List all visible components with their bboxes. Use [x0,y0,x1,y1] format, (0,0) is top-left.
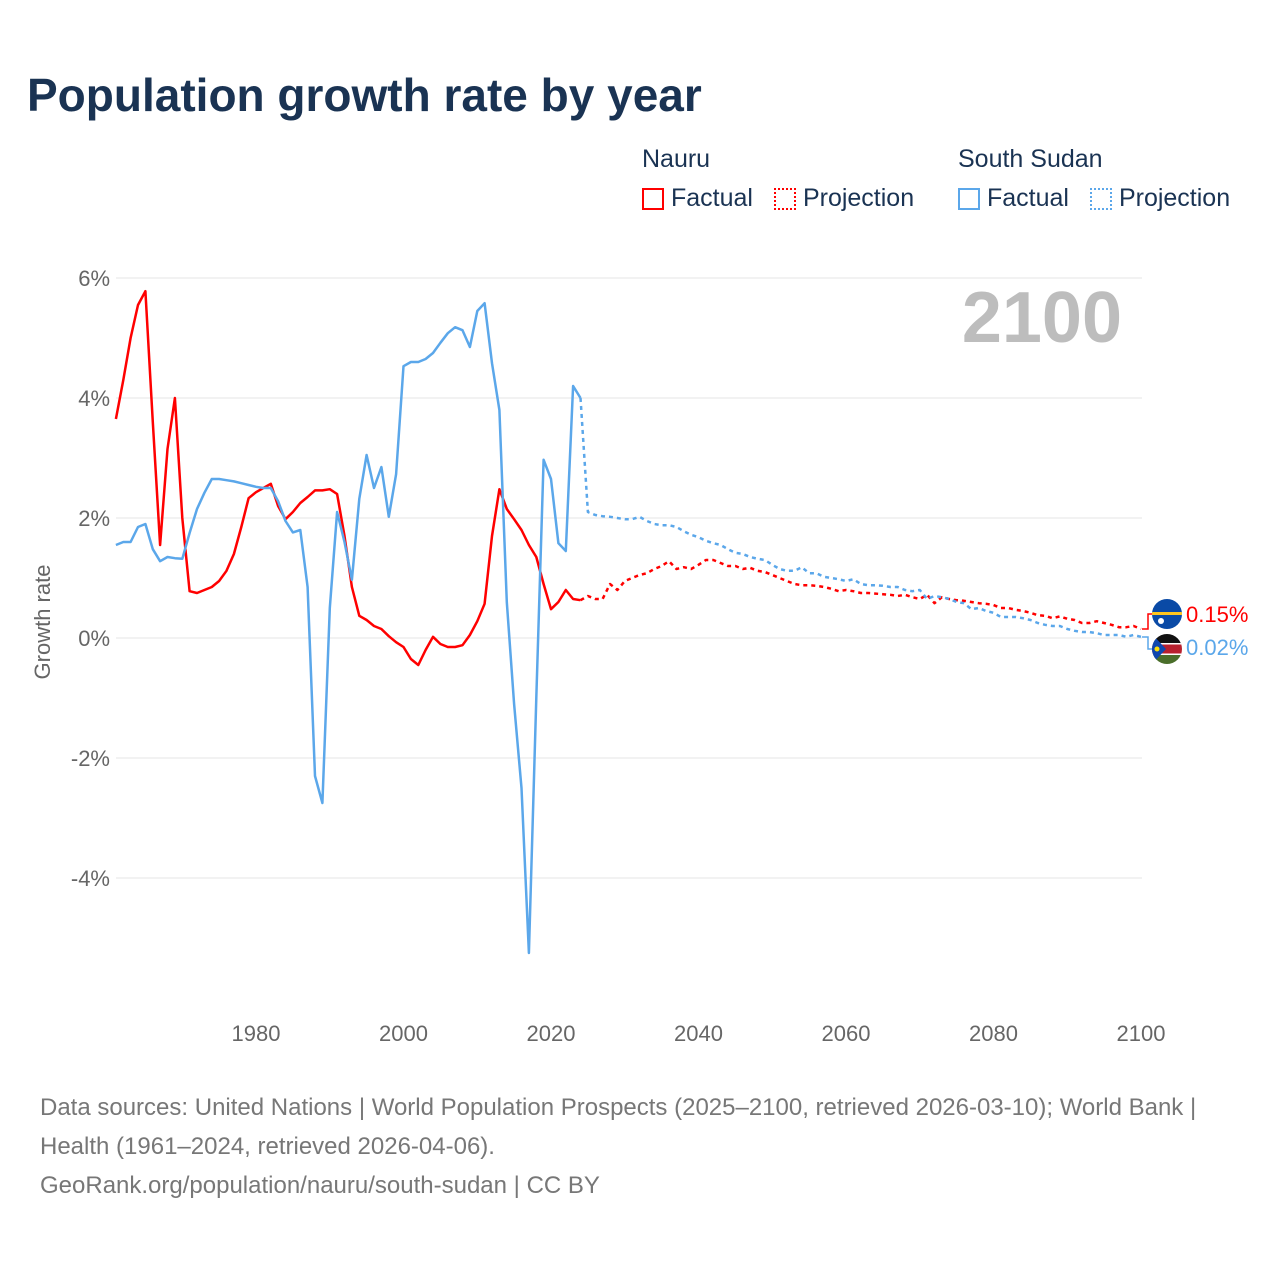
south-sudan-factual-line [115,301,582,955]
legend-group-label: Nauru [642,145,711,173]
solid-swatch-icon [642,187,664,210]
attribution-link[interactable]: GeoRank.org/population/nauru/south-sudan… [40,1172,600,1199]
x-tick-label: 1980 [232,1021,281,1046]
legend-label: Projection [802,184,915,212]
south-sudan-flag-icon [1152,634,1182,664]
x-tick-label: 2100 [1117,1021,1166,1046]
south-sudan-connector [1142,636,1152,650]
dotted-swatch-icon [773,187,796,210]
y-tick-label: 6% [78,266,110,291]
legend-nauru: Nauru Factual Projection [642,145,928,217]
y-tick-label: -4% [71,866,110,891]
y-axis-label: Growth rate [30,565,55,680]
legend-nauru-projection[interactable]: Projection [773,184,915,213]
x-tick-label: 2020 [527,1021,576,1046]
nauru-factual-line [114,289,581,667]
y-tick-label: -2% [71,746,110,771]
south-sudan-end-label: 0.02% [1186,635,1248,660]
year-indicator: 2100 [962,278,1122,358]
legend-nauru-factual[interactable]: Factual [642,184,753,213]
y-tick-label: 0% [78,626,110,651]
nauru-projection-line [579,558,1142,631]
dotted-swatch-icon [1089,187,1112,210]
nauru-flag-icon [1152,599,1182,629]
x-tick-label: 2060 [822,1021,871,1046]
footer: Data sources: United Nations | World Pop… [40,1088,1240,1205]
nauru-end-label: 0.15% [1186,602,1248,627]
x-tick-label: 2040 [674,1021,723,1046]
chart-title: Population growth rate by year [27,69,702,121]
legend-label: Factual [671,184,753,212]
solid-swatch-icon [958,187,980,210]
y-tick-label: 4% [78,386,110,411]
legend-label: Factual [987,184,1069,212]
legend-south-sudan-factual[interactable]: Factual [958,184,1069,213]
x-tick-label: 2000 [379,1021,428,1046]
y-tick-label: 2% [78,506,110,531]
legend-label: Projection [1118,184,1231,212]
legend-south-sudan: South Sudan Factual Projection [958,145,1244,217]
legend-group-label: South Sudan [958,145,1103,173]
x-tick-label: 2080 [969,1021,1018,1046]
data-sources-text: Data sources: United Nations | World Pop… [40,1094,1197,1160]
south-sudan-projection-line [579,397,1142,639]
nauru-connector [1142,613,1152,630]
legend-south-sudan-projection[interactable]: Projection [1089,184,1231,213]
